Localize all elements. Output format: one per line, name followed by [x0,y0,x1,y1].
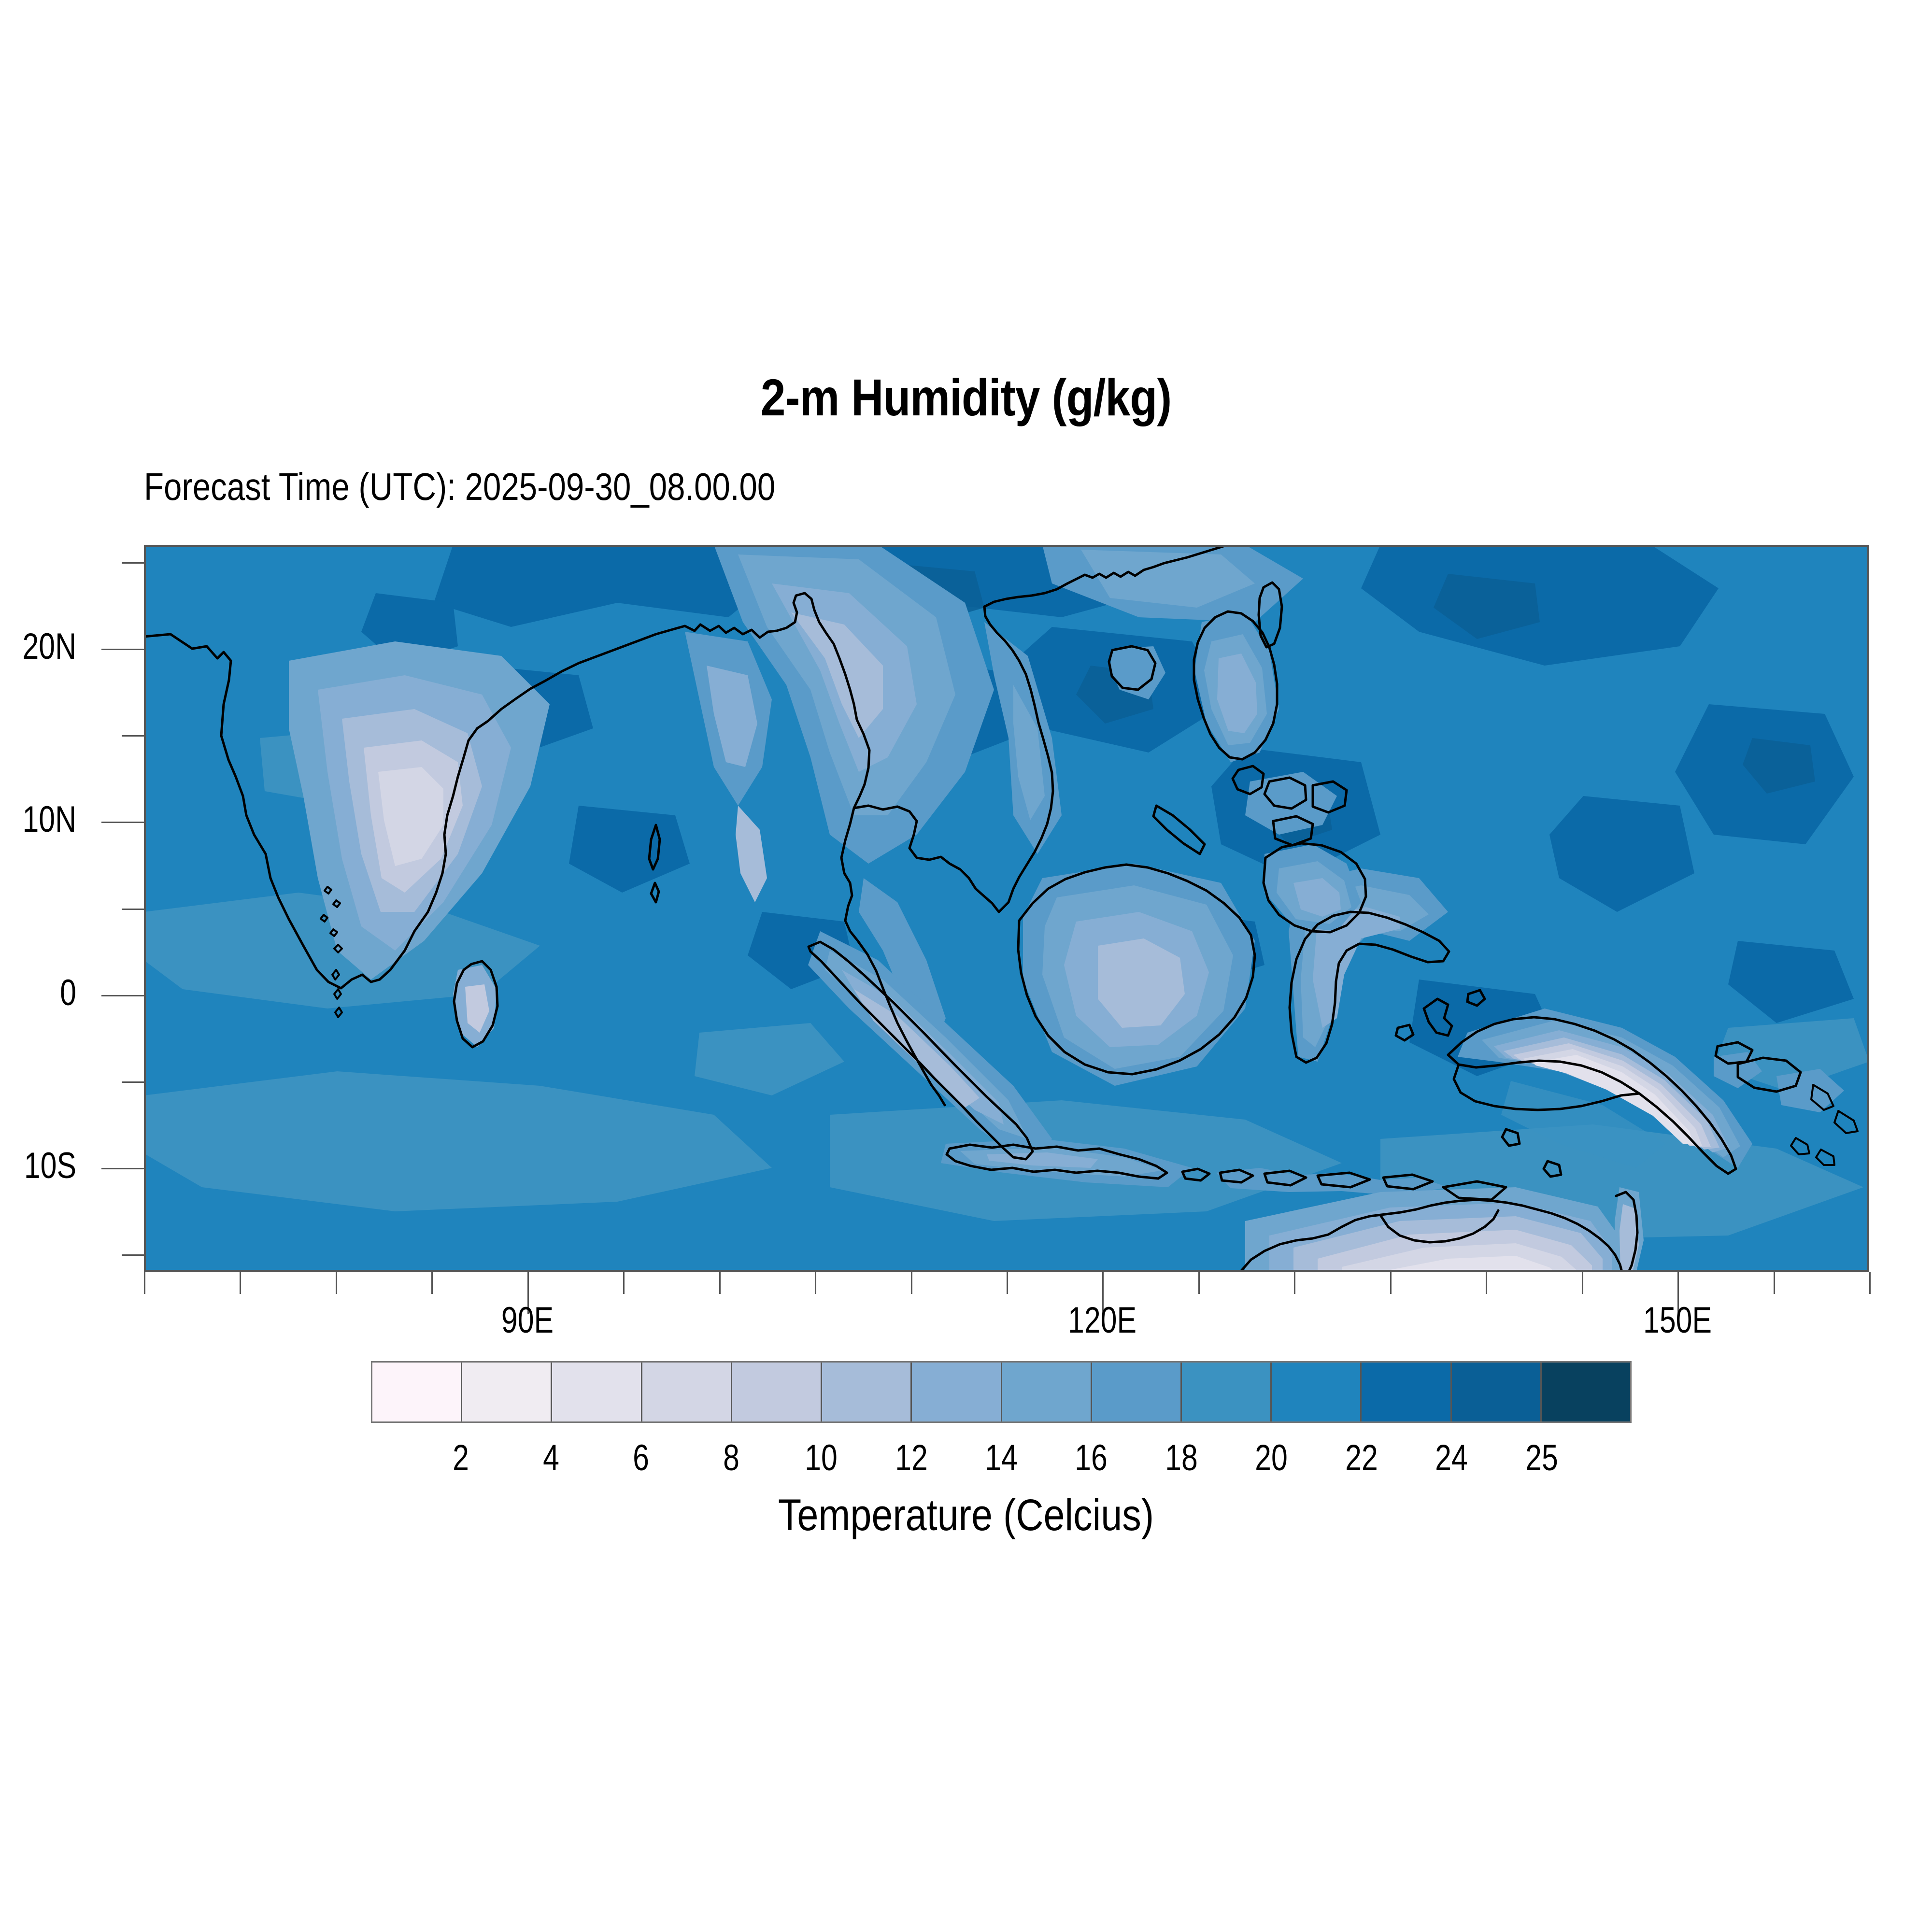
y-axis-major-tick [101,822,144,824]
colorbar-tick-label: 20 [1255,1437,1288,1478]
x-axis-minor-tick [1773,1272,1775,1294]
x-axis-minor-tick [1007,1272,1008,1294]
y-axis-major-tick [101,1168,144,1169]
colorbar-tick-label: 10 [805,1437,838,1478]
contour-region-sumatra [808,931,1052,1168]
x-axis-major-tick [1677,1272,1679,1314]
x-axis-minor-tick [335,1272,337,1294]
y-axis-major-tick [101,649,144,650]
colorbar[interactable] [371,1361,1632,1423]
colorbar-tick-label: 14 [985,1437,1018,1478]
x-axis-minor-tick [1581,1272,1583,1294]
y-axis-tick-label: 0 [60,972,76,1013]
colorbar-swatch[interactable] [1451,1363,1542,1421]
contour-region-borneo [1023,864,1255,1086]
y-axis-tick-label: 10N [22,799,76,840]
y-axis-minor-tick [122,908,144,910]
x-axis-tick-label: 120E [1068,1300,1137,1341]
x-axis-minor-tick [910,1272,912,1294]
x-axis-minor-tick [1869,1272,1871,1294]
colorbar-tick-label: 4 [542,1437,559,1478]
colorbar-swatch[interactable] [462,1363,553,1421]
x-axis-minor-tick [240,1272,242,1294]
x-axis-tick-label: 150E [1643,1300,1712,1341]
y-axis-minor-tick [122,1254,144,1256]
contour-region-india [289,641,550,1047]
y-axis-major-tick [101,994,144,996]
x-axis-major-tick [527,1272,529,1314]
x-axis-tick-label: 90E [501,1300,554,1341]
colorbar-title: Temperature (Celcius) [778,1491,1154,1540]
x-axis-minor-tick [144,1272,145,1294]
x-axis-minor-tick [815,1272,817,1294]
colorbar-tick-label: 24 [1435,1437,1468,1478]
x-axis-major-tick [1102,1272,1104,1314]
colorbar-tick-label: 25 [1525,1437,1558,1478]
x-axis-minor-tick [1486,1272,1488,1294]
colorbar-tick-label: 8 [723,1437,739,1478]
colorbar-swatch[interactable] [1272,1363,1362,1421]
colorbar-swatch[interactable] [822,1363,912,1421]
x-axis-minor-tick [1294,1272,1296,1294]
x-axis-minor-tick [1198,1272,1200,1294]
colorbar-swatch[interactable] [1181,1363,1272,1421]
y-axis-minor-tick [122,562,144,564]
colorbar-tick-label: 2 [453,1437,469,1478]
colorbar-swatch[interactable] [1541,1363,1631,1421]
y-axis-minor-tick [122,735,144,737]
coastline-overlay [144,545,1859,1272]
contour-region-south-china [1042,545,1303,699]
chart-subtitle: Forecast Time (UTC): 2025-09-30_08.00.00 [144,465,776,508]
colorbar-swatch[interactable] [912,1363,1002,1421]
colorbar-swatch[interactable] [1002,1363,1092,1421]
colorbar-swatch[interactable] [642,1363,732,1421]
contour-region-north-australia [1245,1187,1644,1272]
colorbar-tick-label: 6 [633,1437,650,1478]
colorbar-tick-label: 12 [895,1437,928,1478]
map-plot-area [144,545,1869,1272]
colorbar-swatch[interactable] [1362,1363,1452,1421]
x-axis-minor-tick [719,1272,721,1294]
colorbar-swatch[interactable] [552,1363,642,1421]
x-axis-minor-tick [431,1272,433,1294]
y-axis-tick-label: 20N [22,626,76,667]
contour-map [144,545,1869,1272]
x-axis-minor-tick [623,1272,625,1294]
y-axis-minor-tick [122,1081,144,1083]
colorbar-swatch[interactable] [1092,1363,1182,1421]
colorbar-tick-label: 22 [1345,1437,1378,1478]
colorbar-swatch[interactable] [372,1363,463,1421]
colorbar-swatch[interactable] [732,1363,823,1421]
colorbar-tick-label: 16 [1075,1437,1108,1478]
y-axis-tick-label: 10S [24,1145,76,1186]
x-axis-minor-tick [1390,1272,1392,1294]
colorbar-tick-label: 18 [1165,1437,1198,1478]
chart-title: 2-m Humidity (g/kg) [760,368,1172,426]
